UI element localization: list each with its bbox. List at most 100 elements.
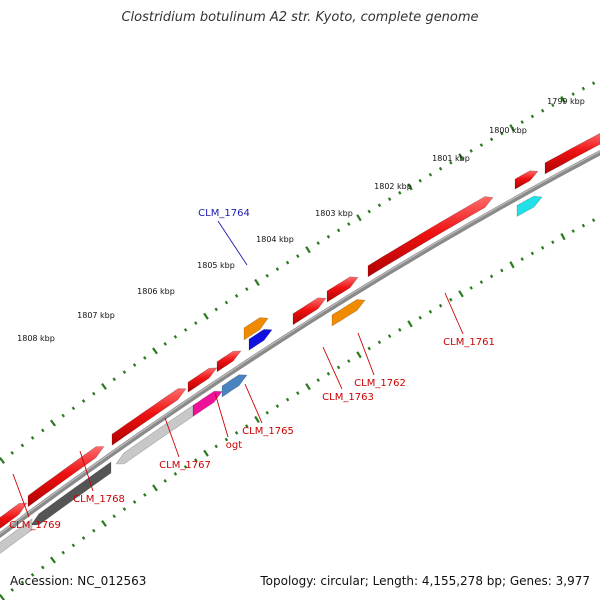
outer-tick — [30, 436, 35, 440]
inner-tick — [0, 594, 5, 600]
outer-tick — [551, 103, 555, 108]
feature-blue-clm-1764 — [248, 329, 273, 351]
outer-tick — [530, 114, 535, 119]
map-title: Clostridium botulinum A2 str. Kyoto, com… — [121, 10, 479, 25]
outer-tick — [387, 197, 392, 201]
gene-label-clm-1765: CLM_1765 — [242, 426, 294, 437]
outer-tick — [296, 254, 300, 258]
outer-tick — [285, 260, 290, 265]
backbone-highlight — [0, 150, 600, 535]
outer-tick — [152, 347, 158, 355]
gene-arrow — [544, 132, 600, 175]
outer-tick — [203, 312, 209, 320]
outer-tick — [173, 335, 178, 339]
gene-arrow — [0, 502, 28, 529]
inner-tick — [418, 315, 422, 320]
outer-tick — [265, 273, 269, 278]
inner-tick — [61, 550, 65, 555]
inner-tick — [143, 493, 147, 497]
outer-tick — [438, 166, 443, 171]
outer-tick — [112, 377, 116, 382]
inner-tick — [509, 261, 515, 269]
inner-tick — [438, 303, 443, 308]
tick-label-1800-kbp: 1800 kbp — [489, 126, 527, 135]
genome-backbone — [0, 149, 600, 539]
leader-line-clm-1769 — [12, 473, 30, 518]
tick-label-1802-kbp: 1802 kbp — [374, 182, 412, 191]
leader-line-clm-1768 — [79, 450, 94, 492]
outer-tick — [591, 81, 596, 86]
outer-tick — [20, 443, 25, 448]
outer-tick — [428, 172, 433, 177]
outer-tick — [489, 137, 494, 142]
outer-tick — [500, 131, 504, 136]
inner-tick — [173, 472, 178, 476]
inner-tick — [387, 334, 392, 338]
inner-tick — [254, 415, 260, 423]
inner-tick — [458, 290, 464, 298]
leader-line-clm-1767 — [164, 417, 180, 458]
leader-line-clm-1764 — [217, 220, 248, 266]
outer-tick — [540, 108, 545, 113]
feature-darkgray — [30, 461, 112, 526]
gene-arrow — [216, 350, 242, 373]
feature-cyan — [516, 195, 543, 217]
inner-tick — [245, 424, 249, 428]
inner-tick — [183, 465, 188, 469]
gene-arrow — [27, 446, 105, 508]
inner-tick — [10, 588, 14, 592]
inner-tick — [30, 573, 35, 577]
outer-tick — [163, 342, 167, 346]
inner-tick — [398, 328, 402, 332]
outer-tick — [71, 406, 76, 411]
gene-label-clm-1768: CLM_1768 — [73, 494, 125, 505]
gene-label-group: CLM_1761 CLM_1762 CLM_1763 CLM_1764 CLM_1765… — [9, 208, 495, 531]
inner-tick — [50, 556, 56, 564]
inner-tick — [122, 507, 127, 511]
outer-tick — [101, 382, 107, 390]
inner-tick — [81, 536, 86, 540]
leader-line-clm-1765 — [244, 383, 263, 424]
inner-tick — [591, 218, 596, 223]
inner-tick — [41, 565, 45, 570]
outer-tick — [449, 160, 453, 165]
outer-tick — [418, 178, 422, 183]
inner-tick-ring — [0, 218, 596, 600]
gene-label-ogt: ogt — [226, 440, 242, 451]
outer-tick — [254, 278, 260, 286]
inner-tick — [356, 351, 362, 359]
outer-tick — [81, 399, 86, 403]
leader-line-ogt — [214, 392, 229, 438]
outer-tick — [326, 234, 331, 239]
gene-label-clm-1762: CLM_1762 — [354, 378, 406, 389]
inner-tick — [101, 519, 107, 527]
inner-tick — [520, 257, 524, 261]
tick-label-group: 1799 kbp 1800 kbp 1801 kbp 1802 kbp 1803 kbp… — [17, 97, 585, 343]
gene-arrow — [187, 367, 218, 393]
outer-tick — [245, 287, 249, 291]
inner-tick — [92, 528, 96, 533]
gene-label-clm-1764: CLM_1764 — [198, 208, 250, 219]
inner-tick — [152, 484, 158, 492]
outer-tick — [234, 294, 239, 298]
outer-tick — [347, 222, 351, 226]
gene-label-clm-1767: CLM_1767 — [159, 460, 211, 471]
outer-tick — [367, 209, 371, 214]
inner-tick — [203, 449, 209, 457]
feature-lightgray — [115, 404, 194, 465]
inner-tick — [265, 410, 269, 415]
outer-tick — [183, 328, 188, 332]
inner-tick — [132, 500, 137, 504]
outer-tick — [275, 267, 280, 271]
inner-tick — [500, 268, 504, 273]
gene-label-clm-1763: CLM_1763 — [322, 392, 374, 403]
inner-tick — [428, 309, 433, 314]
feature-magenta — [192, 390, 223, 417]
outer-tick — [356, 214, 362, 222]
outer-tick — [509, 124, 515, 132]
tick-label-1808-kbp: 1808 kbp — [17, 334, 55, 343]
inner-tick — [224, 437, 229, 442]
outer-tick — [571, 92, 575, 96]
accession-label: Accession: NC_012563 — [10, 574, 147, 588]
